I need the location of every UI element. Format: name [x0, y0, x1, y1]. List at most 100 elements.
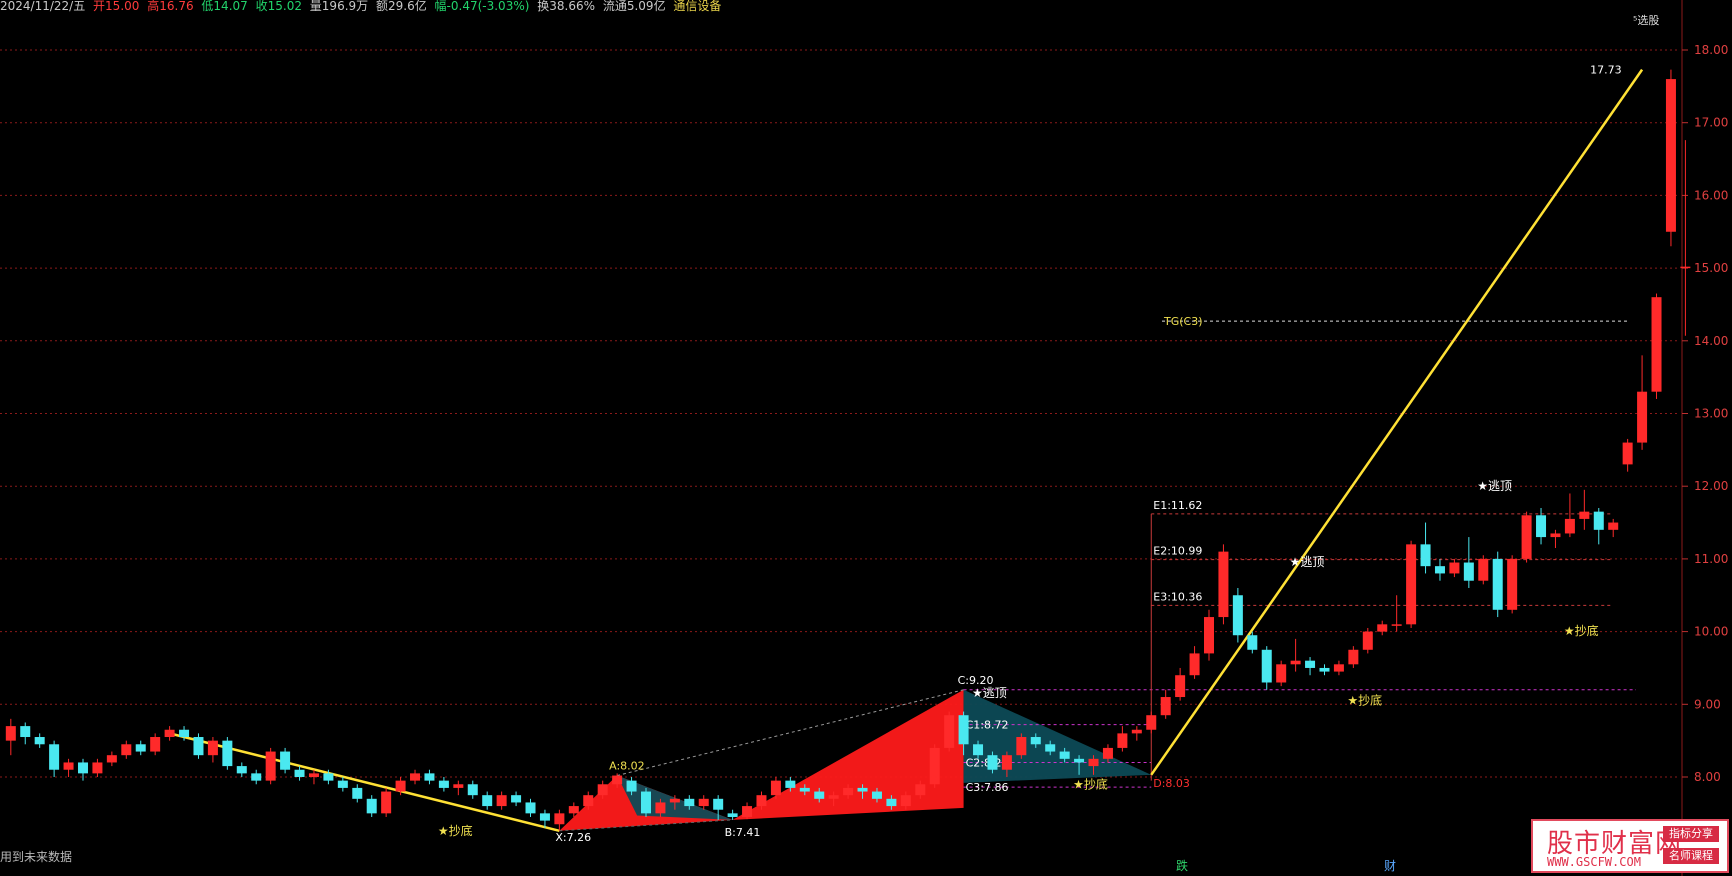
candle-body	[63, 762, 74, 770]
candle-body	[1550, 533, 1561, 538]
candle-body	[828, 795, 839, 799]
candle-body	[1160, 697, 1171, 716]
candle-body	[164, 729, 175, 738]
candle-body	[814, 791, 825, 799]
candle-body	[1204, 617, 1214, 654]
level-label-e2: E2:10.99	[1153, 545, 1202, 558]
y-tick-label: 12.00	[1694, 479, 1728, 493]
candle-body	[1391, 624, 1402, 626]
candle-body	[20, 726, 31, 738]
candle-body	[568, 806, 579, 814]
signal-bottom-buy: ★抄底	[1347, 692, 1382, 707]
candle-body	[236, 766, 247, 774]
candle-body	[1088, 758, 1099, 767]
candle-body	[207, 740, 218, 756]
candle-body	[713, 798, 724, 810]
signal-escape-top: ★逃顶	[1477, 479, 1512, 493]
target-label: TG(C3)	[1163, 315, 1203, 328]
quote-volume: 量196.9万	[309, 0, 369, 13]
candle-body	[1420, 544, 1431, 567]
candle-body	[886, 798, 897, 807]
candle-body	[424, 773, 435, 781]
candle-body	[308, 773, 319, 777]
candle-body	[1030, 737, 1041, 745]
candle-body	[597, 784, 608, 796]
future-data-note: 用到未来数据	[0, 850, 73, 864]
candle-body	[1189, 653, 1200, 676]
candle-body	[929, 747, 940, 785]
event-marker-fall: 跌	[1176, 858, 1188, 873]
quote-close: 收15.02	[255, 0, 302, 13]
candle-body	[1579, 511, 1590, 519]
y-tick-label: 18.00	[1694, 43, 1728, 57]
candle-body	[698, 798, 709, 807]
y-tick-label: 15.00	[1694, 261, 1728, 275]
quote-high: 高16.76	[147, 0, 194, 13]
point-label-b: B:7.41	[725, 826, 761, 839]
candle-body	[727, 813, 738, 817]
candle-body	[1665, 79, 1676, 232]
candle-body	[106, 755, 117, 763]
event-marker-finance: 财	[1384, 859, 1396, 873]
candle-body	[34, 737, 45, 745]
candle-body	[1362, 631, 1373, 650]
candle-body	[1478, 558, 1489, 581]
pattern-triangle-bc	[732, 689, 964, 820]
candle-body	[1680, 266, 1691, 269]
candle-body	[179, 729, 190, 738]
candle-body	[410, 773, 421, 781]
candle-body	[1593, 511, 1604, 530]
candle-body	[1074, 758, 1085, 763]
candle-body	[1463, 562, 1474, 581]
point-label-a: A:8.02	[609, 760, 645, 773]
signal-bottom-buy: ★抄底	[1073, 777, 1108, 792]
candle-body	[1117, 733, 1128, 748]
candle-body	[871, 791, 882, 799]
candle-body	[973, 744, 984, 756]
candle-body	[756, 795, 767, 807]
point-label-x: X:7.26	[555, 831, 591, 844]
candle-body	[77, 762, 88, 774]
candle-body	[554, 813, 565, 825]
candle-body	[799, 787, 810, 792]
candle-body	[482, 795, 493, 807]
candle-body	[1276, 664, 1287, 683]
candle-body	[1492, 558, 1503, 610]
candle-body	[539, 813, 550, 821]
candle-body	[1333, 664, 1344, 672]
quote-float: 流通5.09亿	[602, 0, 666, 13]
signal-escape-top: ★逃顶	[1290, 555, 1325, 569]
candle-body	[467, 784, 478, 796]
candle-body	[655, 802, 666, 814]
stock-picker-label[interactable]: ⁵选股	[1633, 14, 1660, 27]
candle-body	[915, 784, 926, 796]
quote-amount: 额29.6亿	[375, 0, 427, 13]
candle-body	[857, 787, 868, 792]
candle-body	[323, 773, 334, 781]
xb-dashed-line	[559, 819, 733, 832]
candle-body	[1449, 562, 1460, 574]
level-label-c3: C3:7.86	[966, 781, 1009, 794]
candle-body	[5, 726, 16, 741]
candle-body	[1564, 518, 1575, 534]
candle-body	[1218, 551, 1229, 618]
candle-body	[1175, 675, 1186, 698]
candle-body	[1319, 667, 1330, 672]
candle-body	[193, 737, 204, 756]
candle-body	[1521, 515, 1532, 559]
candle-body	[1261, 649, 1272, 683]
candle-body	[1059, 751, 1070, 759]
y-tick-label: 9.00	[1694, 697, 1721, 711]
candle-body	[987, 755, 998, 770]
watermark-tag-course: 名师课程	[1663, 848, 1719, 864]
candle-body	[1622, 442, 1633, 465]
candle-body	[1536, 515, 1547, 538]
downtrend-line	[169, 732, 560, 833]
candle-body	[1637, 391, 1648, 443]
candle-body	[1001, 755, 1012, 770]
y-tick-label: 17.00	[1694, 116, 1728, 130]
candle-body	[1434, 566, 1445, 574]
candle-body	[222, 740, 233, 767]
candle-body	[1247, 635, 1258, 650]
